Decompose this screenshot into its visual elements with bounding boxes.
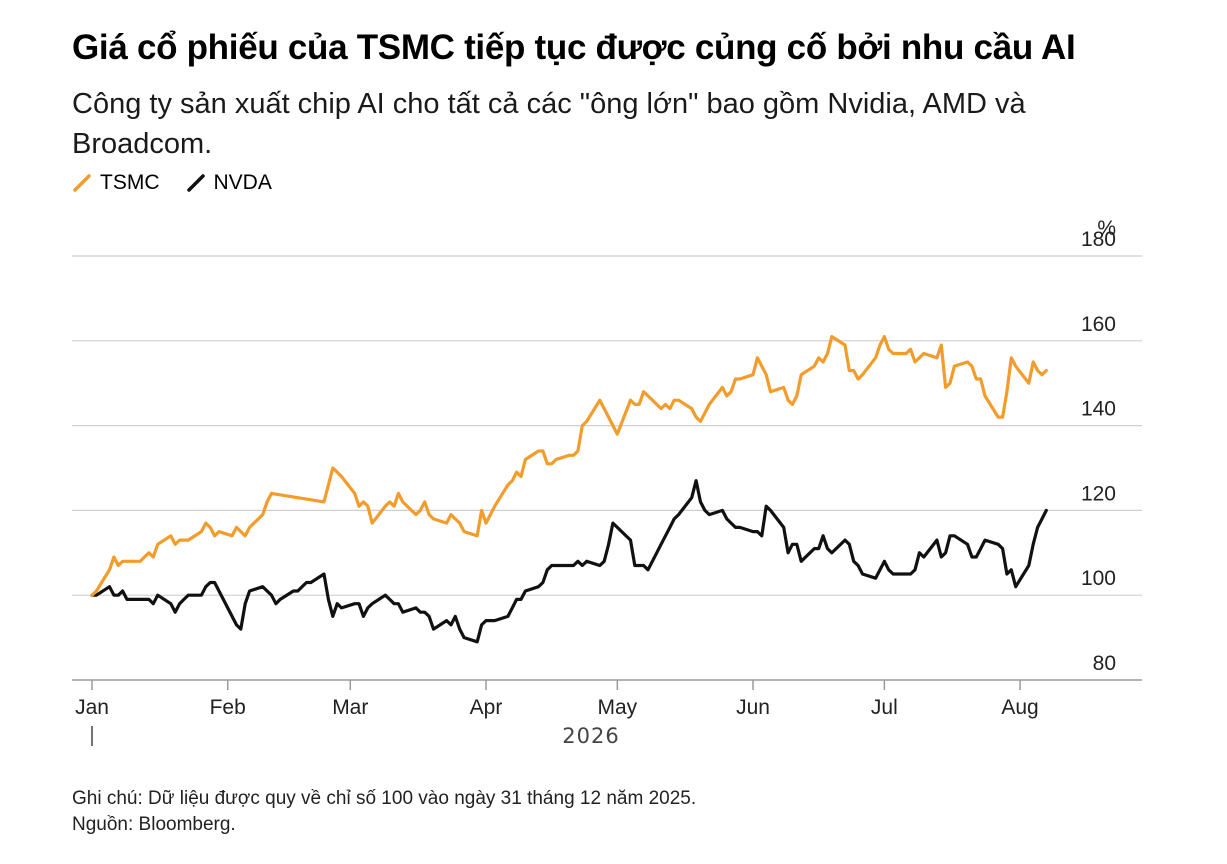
- y-tick-label-80: 80: [1093, 652, 1116, 675]
- y-tick-label-140: 140: [1081, 398, 1116, 421]
- legend: TSMC NVDA: [72, 171, 272, 195]
- x-tick-label-jun: Jun: [736, 696, 770, 719]
- legend-label-nvda: NVDA: [213, 171, 272, 194]
- y-tick-label-100: 100: [1081, 567, 1116, 590]
- chart-title: Giá cổ phiếu của TSMC tiếp tục được củng…: [72, 28, 1076, 67]
- x-tick-label-jan: Jan: [75, 696, 109, 719]
- footer-note: Ghi chú: Dữ liệu được quy về chỉ số 100 …: [72, 788, 697, 809]
- x-tick-label-jul: Jul: [871, 696, 898, 719]
- x-tick-label-feb: Feb: [210, 696, 246, 719]
- y-tick-label-160: 160: [1081, 313, 1116, 336]
- x-tick-label-aug: Aug: [1001, 696, 1038, 719]
- y-tick-label-120: 120: [1081, 482, 1116, 505]
- x-tick-label-may: May: [597, 696, 637, 719]
- y-axis-unit-label: %: [1097, 217, 1116, 240]
- y-tick-label-180: 180: [1081, 228, 1116, 251]
- year-label: 2026: [562, 724, 619, 748]
- footer-source: Nguồn: Bloomberg.: [72, 814, 236, 835]
- x-tick-label-mar: Mar: [332, 696, 368, 719]
- series-line-nvda: [90, 479, 1048, 644]
- legend-swatch-tsmc: [73, 174, 91, 192]
- legend-label-tsmc: TSMC: [100, 171, 160, 194]
- footer: Ghi chú: Dữ liệu được quy về chỉ số 100 …: [72, 786, 696, 838]
- legend-item-nvda: NVDA: [186, 171, 272, 195]
- series-line-tsmc: [90, 335, 1048, 597]
- legend-swatch-nvda: [186, 174, 205, 192]
- chart-subtitle: Công ty sản xuất chip AI cho tất cả các …: [72, 88, 1026, 160]
- line-chart: 80 100 120 140 160 180% Jan Feb Mar Apr May Jun Jul A…: [72, 217, 1142, 748]
- x-tick-label-apr: Apr: [470, 696, 503, 719]
- legend-item-tsmc: TSMC: [72, 171, 160, 195]
